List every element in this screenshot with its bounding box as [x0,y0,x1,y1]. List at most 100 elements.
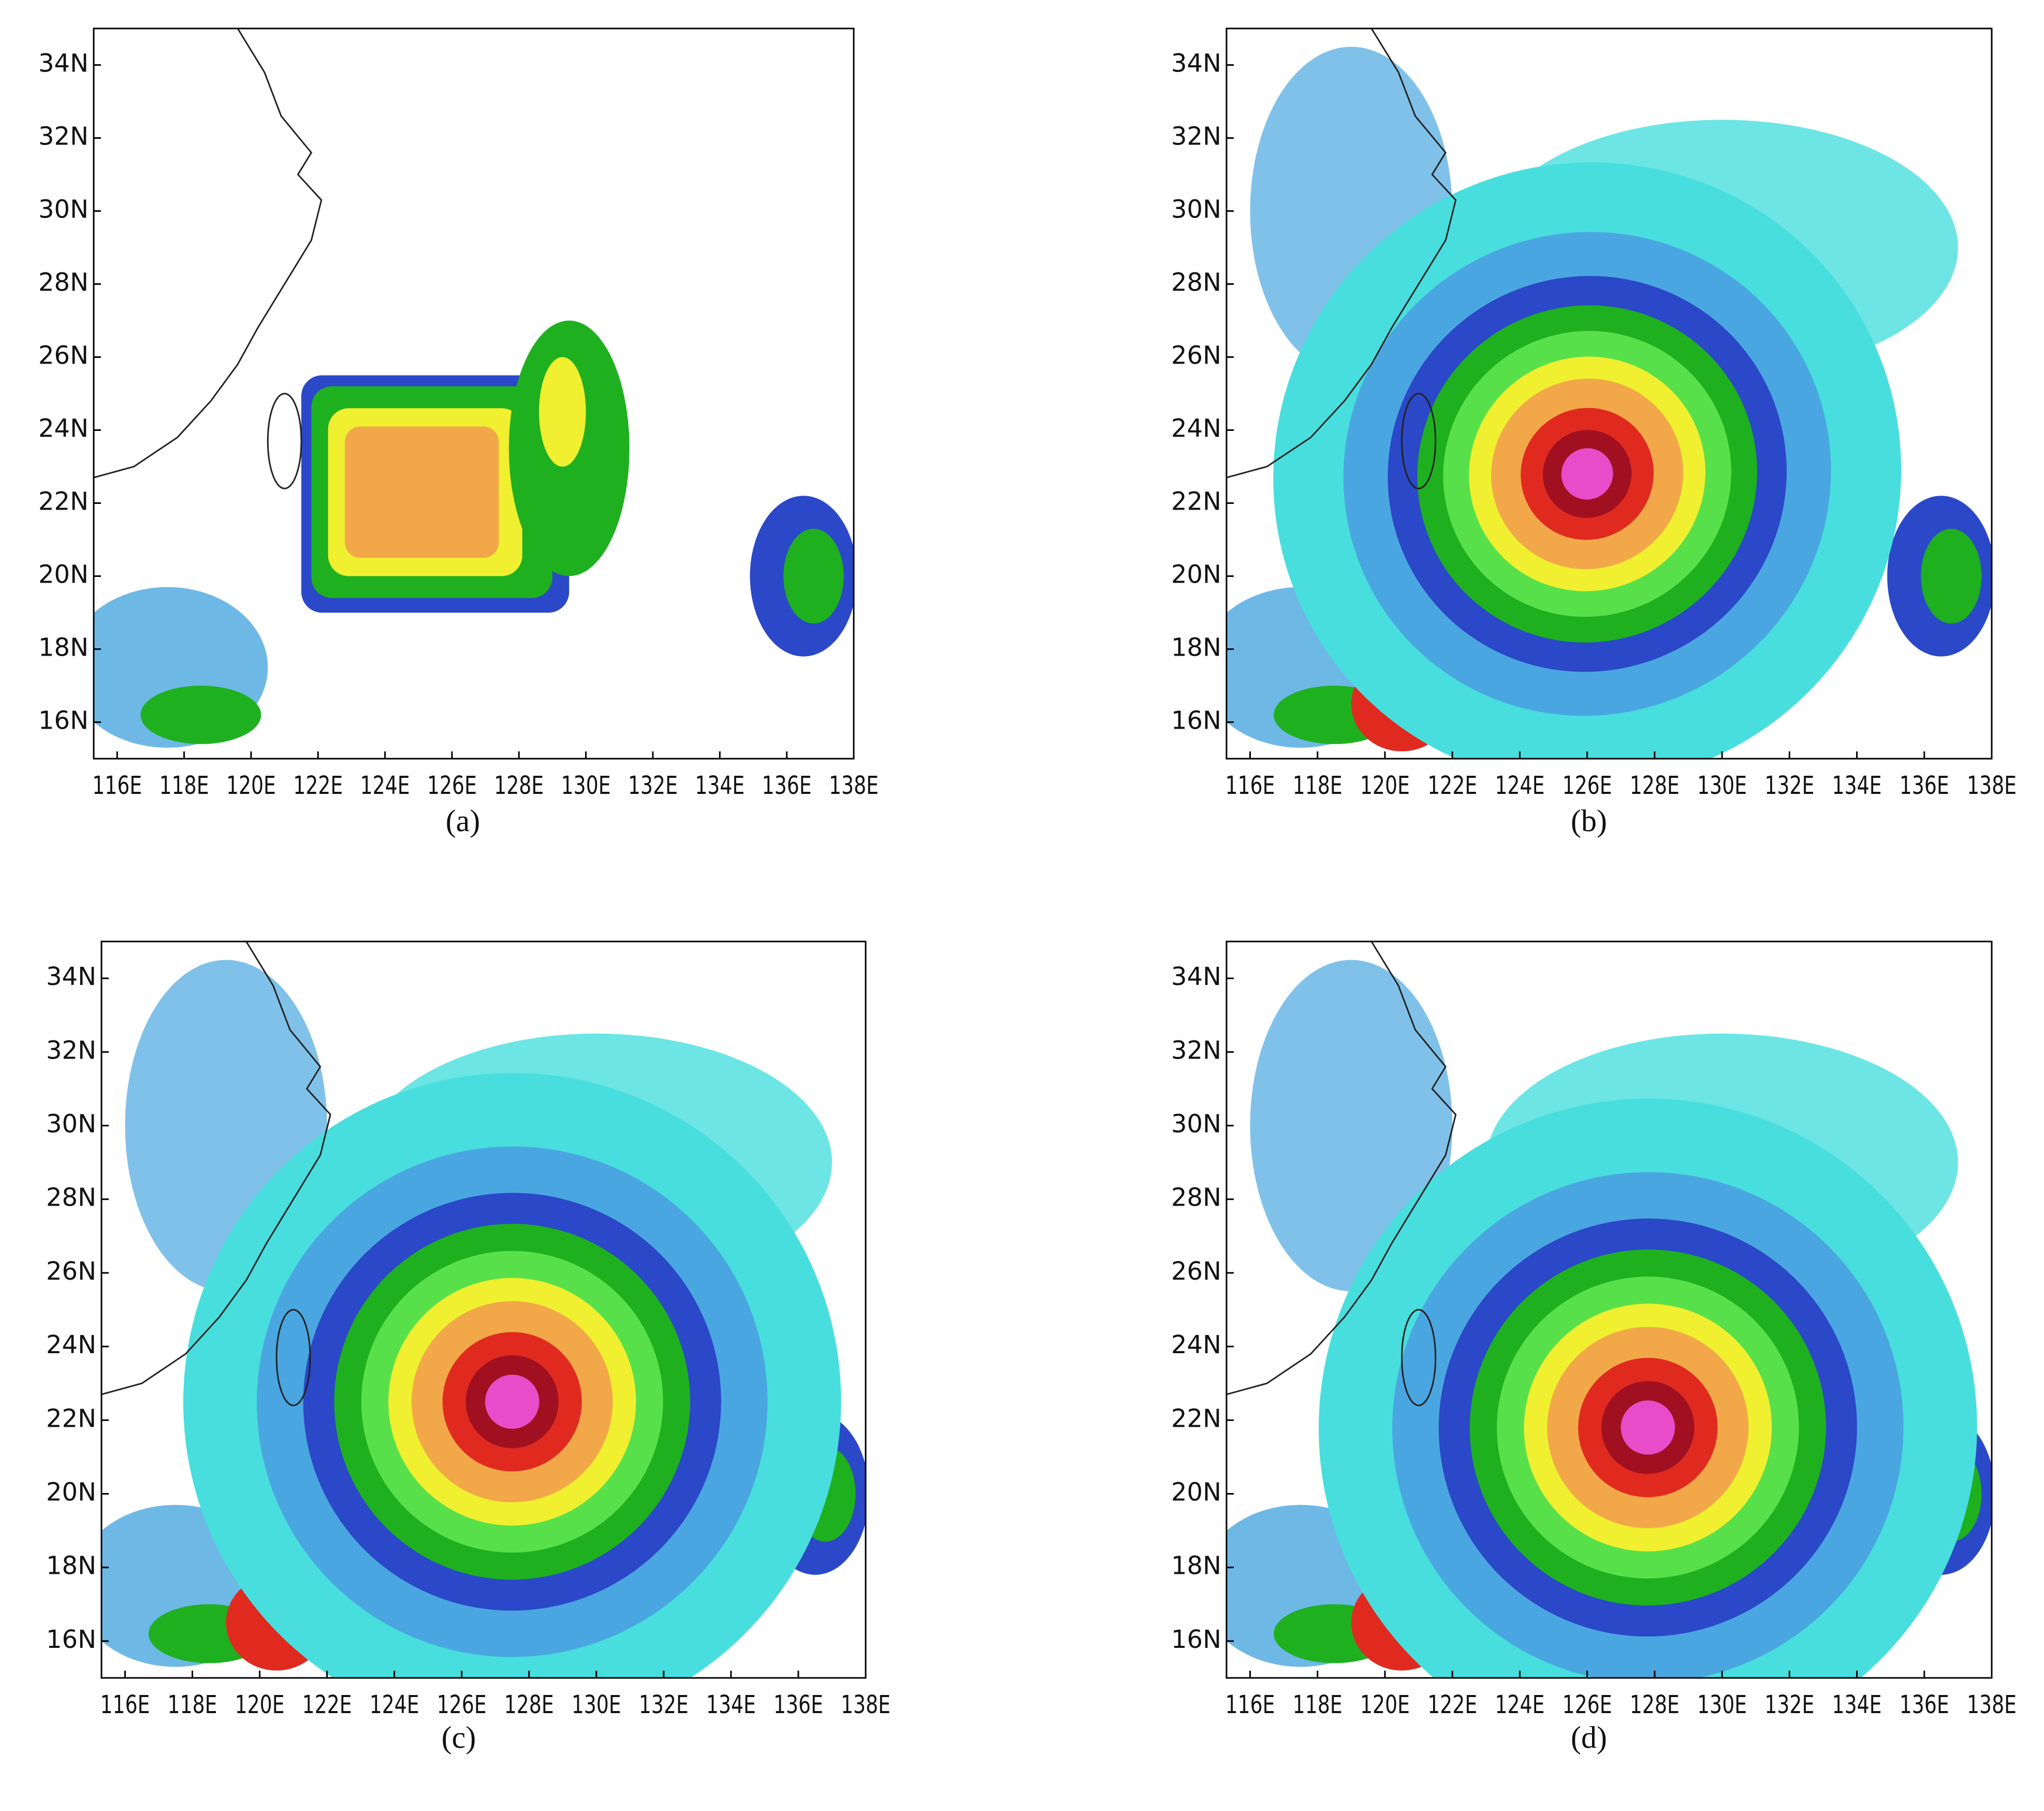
x-tick-label: 122E [302,1690,352,1719]
y-tick-label: 30N [38,195,89,224]
taiwan-outline [275,1309,311,1407]
map-panel: 16N 18N 20N 22N 24N 26N 28N 30N 32N 34N 116E 118E 12… [1171,27,2017,838]
y-tick-label: 20N [46,1478,96,1507]
x-tick-label: 134E [1832,771,1882,800]
y-tick-label: 24N [1171,1330,1221,1359]
x-tick-label: 120E [1360,771,1410,800]
y-tick-label: 22N [1171,487,1221,516]
map-panel: 16N 18N 20N 22N 24N 26N 28N 30N 32N 34N 116E 118E 12… [1171,940,2017,1755]
x-tick-label: 116E [92,771,142,800]
reflectivity-contour [1620,1400,1675,1455]
y-tick-label: 22N [1171,1404,1221,1433]
reflectivity-field [94,28,854,759]
taiwan-outline [267,393,302,489]
x-tick-label: 122E [293,771,343,800]
y-tick-label: 26N [1171,1257,1221,1286]
y-tick-label: 16N [46,1625,96,1654]
x-tick-label: 120E [226,771,276,800]
reflectivity-contour [1561,448,1613,500]
y-tick-label: 20N [1171,1478,1221,1507]
y-tick-label: 18N [46,1552,96,1581]
x-tick-label: 122E [1427,771,1477,800]
x-tick-label: 130E [1697,1690,1747,1719]
x-tick-label: 124E [360,771,410,800]
rain-band [1250,960,1453,1292]
panel-caption: (d) [1571,1720,1607,1755]
y-tick-label: 32N [1171,1036,1221,1065]
y-tick-label: 34N [38,49,89,78]
y-tick-label: 28N [1171,1183,1221,1212]
x-tick-label: 128E [1630,1690,1680,1719]
reflectivity-contour [345,426,499,558]
y-tick-label: 28N [46,1183,96,1212]
x-tick-label: 116E [100,1690,150,1719]
taiwan-outline [1401,393,1437,489]
x-tick-label: 138E [829,771,879,800]
panel-caption: (a) [446,804,480,838]
x-tick-label: 126E [427,771,477,800]
x-tick-label: 124E [1495,1690,1544,1719]
y-tick-label: 30N [1171,195,1221,224]
plot-frame [100,940,867,1679]
x-tick-label: 118E [168,1690,217,1719]
y-tick-label: 30N [1171,1110,1221,1139]
x-tick-label: 128E [1630,771,1680,800]
y-tick-label: 26N [1171,341,1221,370]
coastline [94,28,323,479]
y-tick-label: 34N [1171,962,1221,991]
y-tick-label: 18N [1171,1552,1221,1581]
x-tick-label: 132E [628,771,678,800]
y-tick-label: 34N [1171,49,1221,78]
x-tick-label: 116E [1225,771,1275,800]
reflectivity-field [1227,28,1992,759]
y-tick-label: 16N [1171,706,1221,735]
y-tick-label: 30N [46,1110,96,1139]
x-tick-label: 138E [1967,1690,2017,1719]
coastline [101,941,331,1395]
y-tick-label: 22N [46,1404,96,1433]
x-tick-label: 138E [1967,771,2017,800]
y-tick-label: 26N [38,341,89,370]
x-tick-label: 136E [1900,771,1949,800]
x-tick-label: 138E [841,1690,890,1719]
x-tick-label: 118E [1293,771,1342,800]
y-tick-label: 32N [1171,122,1221,151]
reflectivity-field [101,941,866,1678]
coastline [1227,28,1457,479]
map-panel: 16N 18N 20N 22N 24N 26N 28N 30N 32N 34N 116E 118E 12… [46,940,890,1755]
rain-band [539,357,586,467]
reflectivity-field [1227,941,1992,1678]
rain-band [783,528,844,624]
plot-frame [1225,27,1993,760]
plot-frame [93,27,855,760]
y-tick-label: 18N [38,633,89,662]
x-tick-label: 136E [762,771,812,800]
x-tick-label: 134E [1832,1690,1882,1719]
x-tick-label: 128E [494,771,544,800]
panel-caption: (c) [442,1720,476,1755]
x-tick-label: 132E [1764,1690,1814,1719]
x-tick-label: 130E [1697,771,1747,800]
y-tick-label: 26N [46,1257,96,1286]
x-tick-label: 126E [1563,771,1612,800]
map-panel: 16N 18N 20N 22N 24N 26N 28N 30N 32N 34N 116E 118E 12… [38,27,879,838]
x-tick-label: 124E [370,1690,419,1719]
y-tick-label: 20N [38,560,89,589]
reflectivity-contour [485,1374,539,1429]
rain-band [1921,528,1982,624]
plot-frame [1225,940,1993,1679]
x-tick-label: 130E [561,771,611,800]
y-tick-label: 32N [46,1036,96,1065]
x-tick-label: 124E [1495,771,1544,800]
y-tick-label: 22N [38,487,89,516]
y-tick-label: 28N [38,268,89,297]
y-tick-label: 24N [38,414,89,443]
x-tick-label: 132E [639,1690,689,1719]
y-tick-label: 24N [46,1330,96,1359]
panel-caption: (b) [1571,804,1607,838]
rain-band [140,686,261,744]
x-tick-label: 134E [695,771,744,800]
x-tick-label: 136E [1900,1690,1949,1719]
y-tick-label: 32N [38,122,89,151]
